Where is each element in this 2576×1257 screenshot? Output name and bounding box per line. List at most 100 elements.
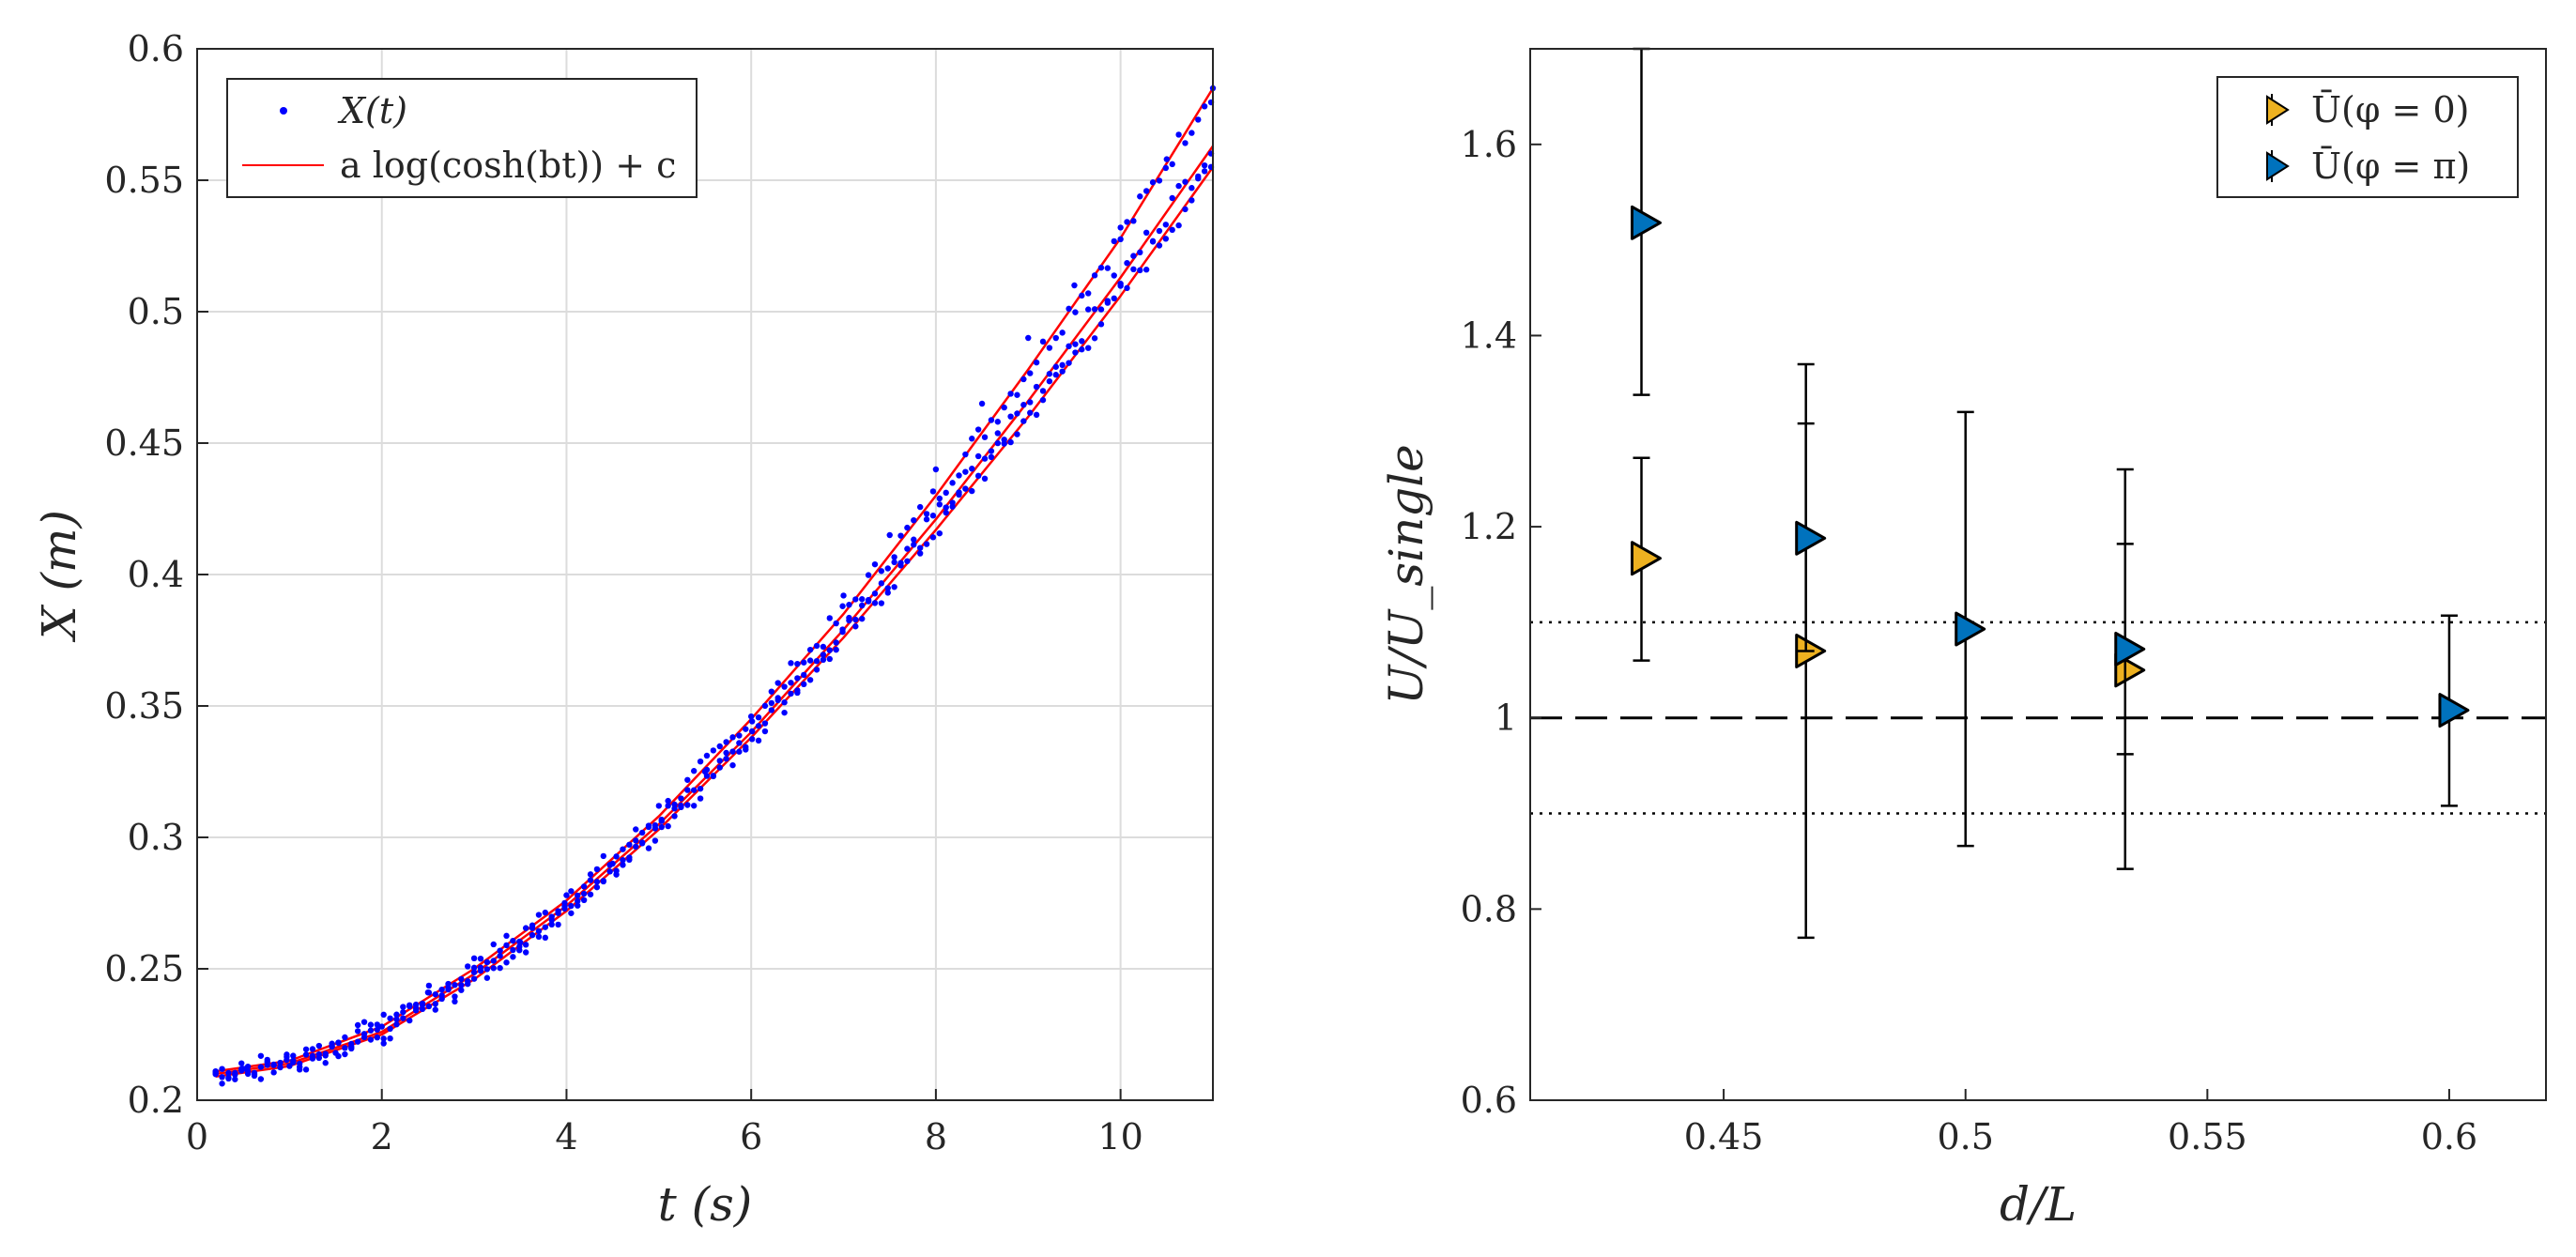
left-scatter-point (1142, 188, 1150, 194)
left-scatter-point (840, 592, 847, 599)
left-scatter-point (1020, 418, 1027, 424)
left-scatter-point (1039, 338, 1047, 345)
left-y-tick-label: 0.5 (128, 291, 184, 332)
left-scatter-point (1175, 182, 1182, 190)
left-scatter-point (886, 531, 893, 539)
left-scatter-point (761, 702, 769, 710)
left-scatter-point (387, 1015, 393, 1021)
left-scatter-point (535, 927, 543, 935)
left-scatter-point (949, 480, 956, 486)
left-scatter-point (1156, 242, 1163, 249)
left-scatter-point (286, 1063, 293, 1069)
left-scatter-point (813, 642, 820, 650)
left-scatter-point (1201, 103, 1208, 110)
left-scatter-point (859, 615, 866, 622)
left-scatter-point (891, 584, 897, 590)
left-scatter-point (483, 974, 491, 981)
left-scatter-point (974, 426, 982, 433)
left-scatter-point (342, 1050, 348, 1058)
left-scatter-point (387, 1025, 393, 1033)
left-scatter-point (981, 455, 989, 462)
right-y-ticks: 0.6 0.8 1 1.2 1.4 1.6 (1461, 124, 1541, 1121)
left-scatter-point (716, 758, 723, 764)
left-scatter-point (747, 713, 755, 720)
left-scatter-point (438, 995, 445, 1003)
left-scatter-point (1142, 229, 1150, 237)
left-scatter-point (665, 803, 671, 809)
left-scatter-point (1066, 360, 1072, 366)
left-scatter-point (1052, 334, 1059, 342)
left-scatter-point (774, 680, 781, 686)
left-scatter-point (865, 572, 872, 578)
left-scatter-point (916, 544, 924, 551)
left-scatter-point (620, 846, 626, 852)
left-scatter-point (593, 883, 601, 891)
left-scatter-point (1097, 264, 1105, 271)
left-scatter-point (257, 1052, 265, 1059)
left-scatter-point (833, 620, 839, 627)
left-scatter-point (510, 946, 516, 954)
left-scatter-point (684, 787, 691, 793)
left-scatter-point (974, 452, 982, 460)
left-scatter-point (296, 1066, 303, 1073)
left-scatter-point (806, 646, 814, 653)
left-scatter-point (1111, 272, 1117, 279)
left-scatter-point (936, 529, 943, 537)
left-scatter-point (911, 516, 917, 524)
left-scatter-point (1027, 370, 1034, 376)
right-marker-phi-pi (2114, 631, 2146, 667)
left-scatter-point (768, 699, 775, 707)
left-scatter-point (671, 801, 678, 808)
left-scatter-point (490, 941, 497, 948)
left-scatter-point (1007, 438, 1014, 446)
left-scatter-point (290, 1052, 297, 1059)
left-scatter-point (1188, 185, 1195, 192)
left-scatter-point (1156, 227, 1163, 235)
left-scatter-point (360, 1019, 368, 1025)
left-scatter-point (655, 803, 663, 809)
left-scatter-point (548, 913, 555, 920)
left-scatter-point (542, 924, 549, 930)
left-scatter-point (1014, 391, 1020, 398)
left-scatter-point (794, 675, 801, 682)
left-x-tick-label: 2 (371, 1116, 393, 1157)
left-data (212, 84, 1217, 1087)
left-scatter-point (497, 964, 503, 972)
left-scatter-point (568, 910, 575, 916)
left-scatter-point (1195, 175, 1202, 182)
left-scatter-point (1014, 410, 1020, 417)
left-scatter-point (219, 1081, 225, 1087)
left-scatter-point (638, 829, 646, 836)
left-scatter-point (1014, 431, 1020, 437)
left-scatter-point (684, 802, 691, 808)
left-scatter-point (257, 1076, 265, 1082)
left-scatter-point (826, 647, 833, 653)
left-scatter-point (929, 534, 937, 541)
left-scatter-point (1097, 321, 1105, 328)
left-y-tick-label: 0.4 (128, 554, 184, 595)
left-scatter-point (1201, 168, 1208, 175)
left-scatter-point (729, 734, 736, 741)
left-scatter-point (277, 1059, 284, 1066)
left-scatter-point (969, 436, 975, 442)
left-scatter-point (736, 740, 743, 746)
left-scatter-point (801, 659, 807, 666)
left-scatter-point (833, 646, 839, 653)
left-scatter-point (284, 1056, 290, 1064)
left-scatter-point (458, 987, 465, 993)
left-scatter-point (613, 867, 620, 874)
left-scatter-point (974, 472, 982, 480)
left-scatter-point (309, 1046, 316, 1052)
left-scatter-point (813, 667, 820, 673)
left-chart: 0 2 4 6 8 10 0.20.250.30.350.40.450.50.550.6 … (32, 28, 1217, 1232)
left-scatter-point (748, 728, 756, 735)
left-scatter-point (1072, 309, 1079, 315)
left-legend-label-0: X(t) (337, 90, 407, 131)
left-scatter-point (781, 709, 788, 716)
right-y-tick-label: 1 (1495, 697, 1517, 739)
left-scatter-point (315, 1042, 323, 1050)
left-scatter-point (322, 1060, 329, 1066)
left-scatter-point (600, 878, 606, 885)
left-scatter-point (1169, 226, 1175, 234)
left-scatter-point (736, 732, 743, 739)
